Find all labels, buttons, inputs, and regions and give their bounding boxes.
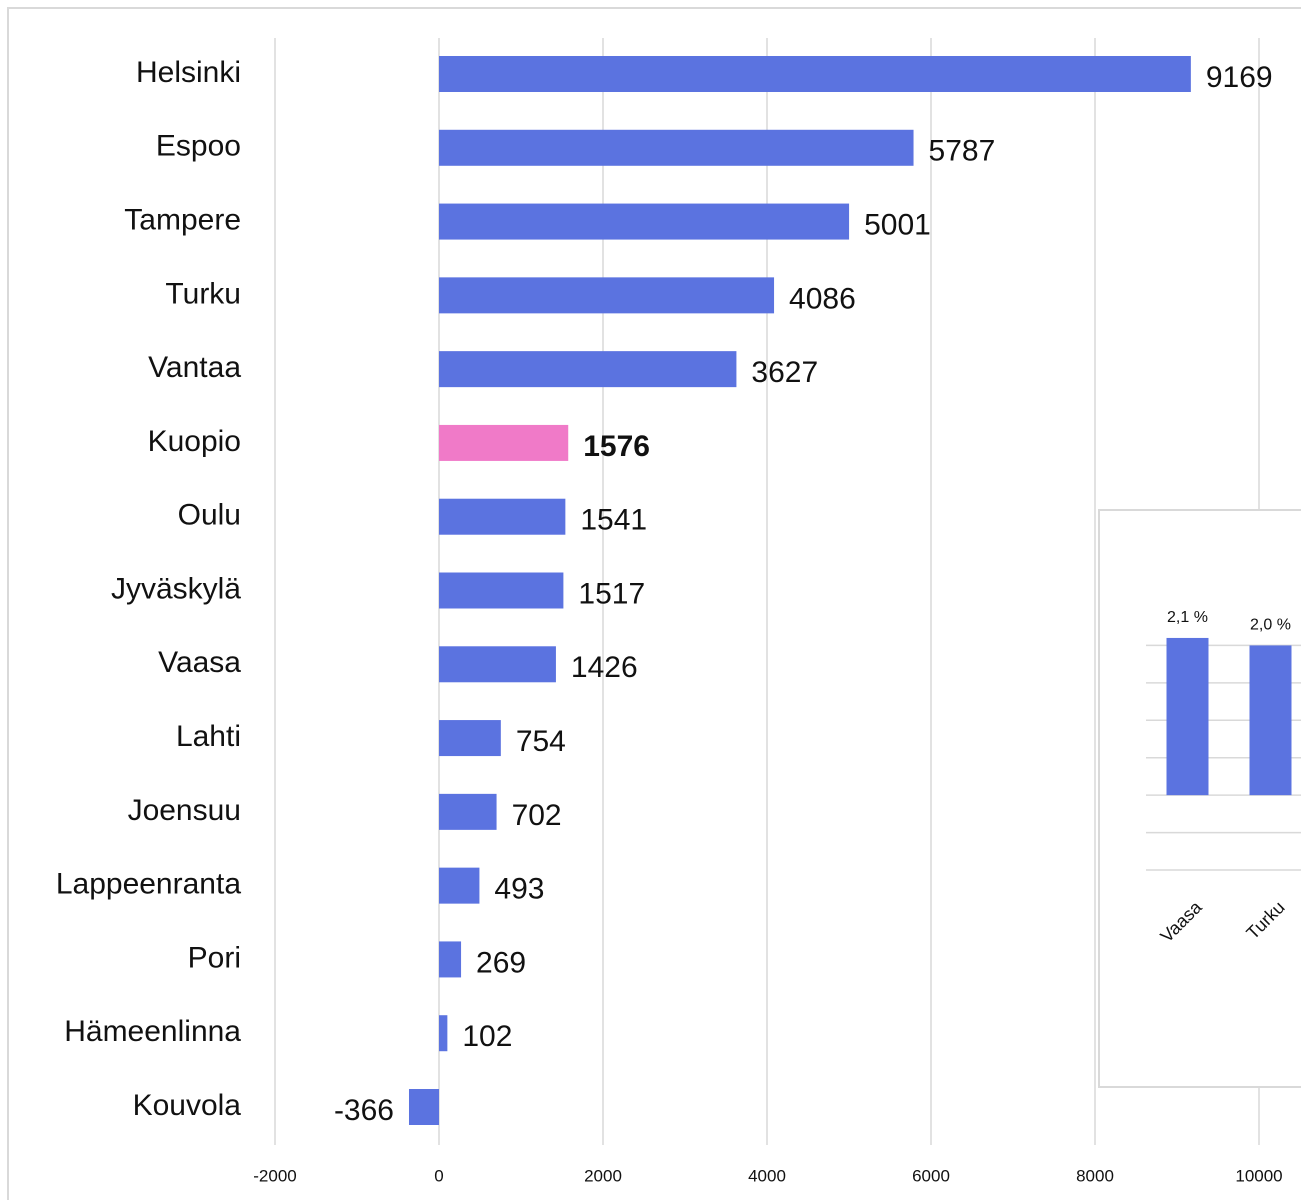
data-label: 102 (462, 1020, 512, 1053)
data-label: 5787 (929, 135, 996, 168)
y-tick-label: Espoo (156, 130, 241, 163)
x-tick-label: -2000 (253, 1166, 296, 1185)
data-label: 1517 (578, 577, 645, 610)
bar (439, 572, 564, 609)
x-tick-label: 6000 (912, 1166, 950, 1185)
bar (439, 793, 497, 830)
y-tick-label: Tampere (124, 203, 241, 236)
main-chart: -2000 0 2000 4000 6000 8000 10000 Helsinki 9169 E… (56, 38, 1283, 1185)
bar (439, 720, 501, 757)
bar (439, 941, 462, 978)
data-label: 2,1 % (1167, 609, 1208, 626)
inset-frame (1098, 509, 1301, 1088)
x-tick-label: 4000 (748, 1166, 786, 1185)
bar (1166, 637, 1209, 796)
y-tick-label: Jyväskylä (111, 572, 241, 605)
bar (439, 351, 737, 388)
x-tick-label: 8000 (1076, 1166, 1114, 1185)
data-label: 493 (494, 873, 544, 906)
x-tick-label: 2000 (584, 1166, 622, 1185)
y-tick-label: Hämeenlinna (64, 1015, 241, 1048)
bar (439, 129, 914, 166)
bar (439, 867, 480, 904)
bar (1249, 645, 1292, 796)
bar (439, 56, 1191, 92)
data-label: 1426 (571, 651, 638, 684)
data-label: 754 (516, 725, 566, 758)
data-label: 5001 (864, 208, 931, 241)
bar (439, 646, 556, 683)
data-label: 1541 (580, 504, 647, 537)
bar (408, 1089, 439, 1125)
y-tick-label: Pori (188, 941, 241, 974)
y-tick-label: Lappeenranta (56, 868, 241, 901)
bar (439, 277, 775, 314)
y-tick-label: Joensuu (128, 794, 241, 827)
y-tick-label: Kouvola (133, 1089, 242, 1122)
x-tick-label: 10000 (1235, 1166, 1282, 1185)
data-label: 702 (512, 799, 562, 832)
y-tick-label: Kuopio (148, 425, 241, 458)
y-tick-label: Vaasa (158, 646, 241, 679)
data-label: 269 (476, 946, 526, 979)
y-tick-label: Oulu (178, 499, 241, 532)
x-tick-label: 0 (434, 1166, 443, 1185)
y-tick-label: Lahti (176, 720, 241, 753)
data-label: 2,0 % (1250, 617, 1291, 634)
data-label: 9169 (1206, 61, 1273, 94)
y-tick-label: Helsinki (136, 56, 241, 89)
bar (439, 203, 850, 240)
y-tick-label: Turku (165, 277, 241, 310)
bar (439, 424, 569, 461)
bar (439, 1015, 448, 1052)
y-tick-label: Vantaa (148, 351, 241, 384)
data-label: -366 (334, 1094, 394, 1127)
data-label: 1576 (583, 430, 650, 463)
bar (439, 498, 566, 535)
data-label: 3627 (751, 356, 818, 389)
data-label: 4086 (789, 282, 856, 315)
